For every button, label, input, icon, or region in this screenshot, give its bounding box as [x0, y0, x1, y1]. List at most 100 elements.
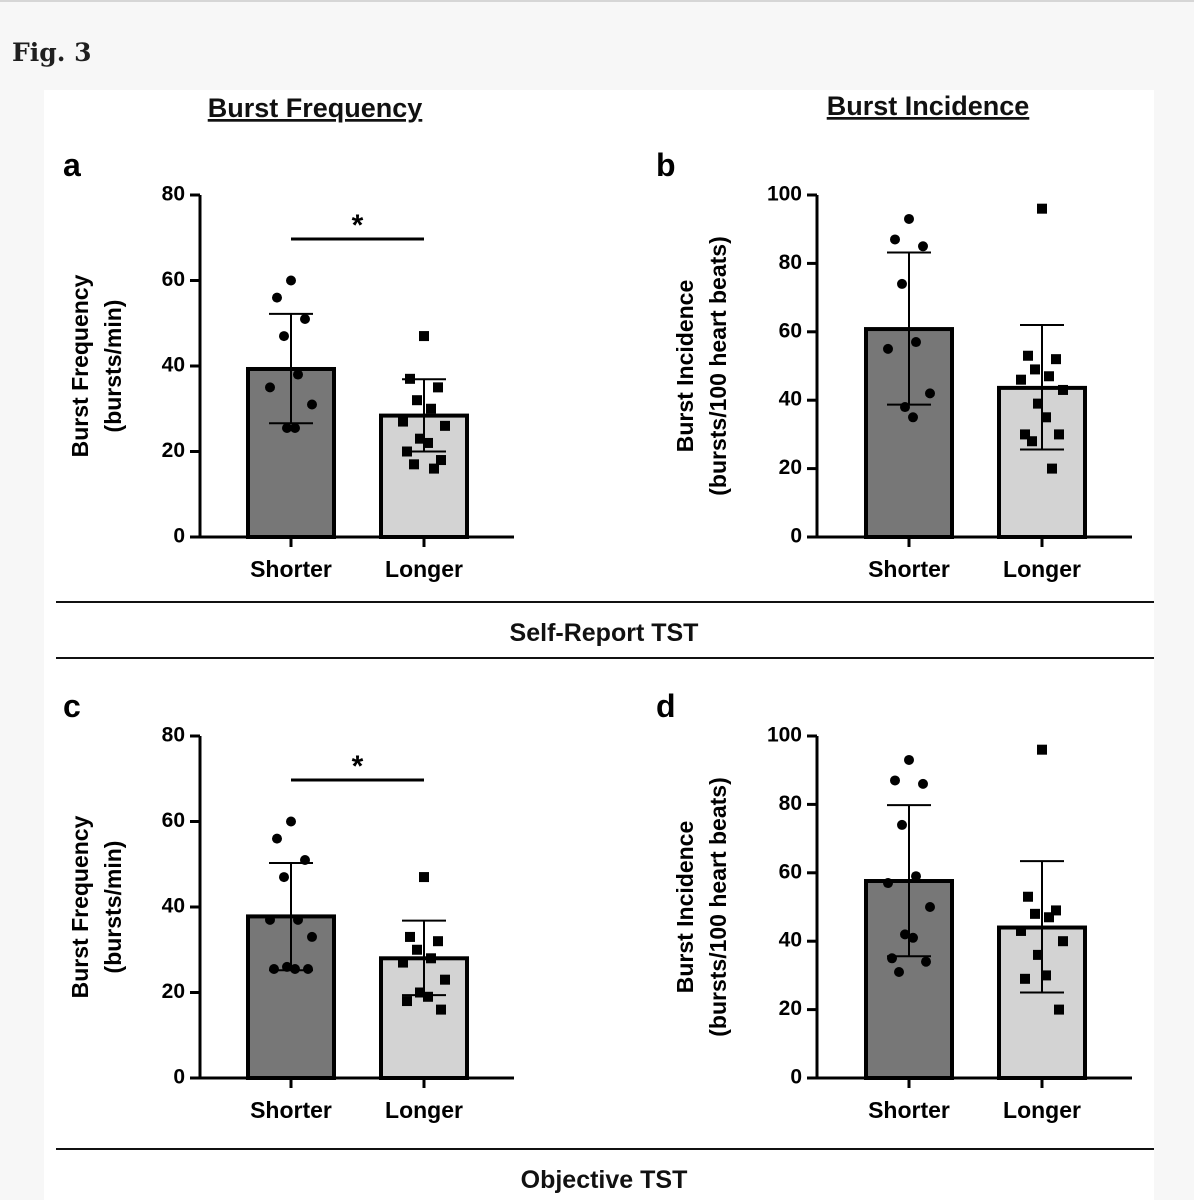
data-point-longer: [1058, 384, 1068, 395]
data-point-longer: [412, 395, 422, 406]
data-point-shorter: [279, 331, 289, 342]
panel-letter: a: [63, 147, 81, 183]
data-point-shorter: [307, 399, 317, 410]
data-point-longer: [440, 974, 450, 985]
data-point-longer: [433, 936, 443, 947]
y-tick-label: 0: [173, 1066, 185, 1089]
y-tick-label: 80: [779, 251, 802, 274]
top-rule: [0, 0, 1194, 2]
data-point-longer: [433, 382, 443, 393]
x-tick-label: Shorter: [868, 556, 950, 582]
data-point-longer: [1023, 350, 1033, 361]
chart-panel-a: a Burst Frequency (bursts/min) 0 20 40 60 80 Sho…: [63, 147, 514, 582]
column-title-incidence: Burst Incidence: [827, 91, 1030, 121]
data-point-shorter: [883, 343, 893, 354]
data-point-longer: [419, 872, 429, 883]
data-point-longer: [1027, 436, 1037, 447]
data-point-shorter: [890, 234, 900, 245]
data-point-longer: [1030, 908, 1040, 919]
data-point-longer: [436, 455, 446, 466]
y-tick-label: 80: [162, 724, 185, 747]
data-point-longer: [419, 331, 429, 342]
panel-letter: d: [656, 688, 676, 724]
data-point-longer: [426, 953, 436, 964]
chart-panel-c: c Burst Frequency (bursts/min) 0 20 40 60 80 Sho…: [63, 688, 514, 1123]
data-point-shorter: [307, 931, 317, 942]
data-point-shorter: [290, 963, 300, 974]
x-tick-label: Shorter: [250, 556, 332, 582]
figure-panel: Burst Frequency Burst Incidence Self-Rep…: [44, 90, 1154, 1200]
data-point-shorter: [887, 953, 897, 964]
figure-svg: Burst Frequency Burst Incidence Self-Rep…: [56, 91, 1154, 1194]
y-axis-label: Burst Frequency: [67, 274, 93, 457]
x-tick-label: Longer: [1003, 1097, 1081, 1123]
y-axis-label: (bursts/min): [100, 300, 126, 433]
column-title-frequency: Burst Frequency: [208, 93, 423, 123]
data-point-shorter: [279, 872, 289, 883]
data-point-shorter: [286, 275, 296, 286]
panel-letter: c: [63, 688, 81, 724]
y-tick-label: 40: [162, 354, 185, 377]
row-label-self-report: Self-Report TST: [510, 619, 699, 647]
y-tick-label: 0: [790, 1066, 802, 1089]
data-point-shorter: [921, 956, 931, 967]
bar-longer: [997, 925, 1087, 1081]
data-point-shorter: [265, 382, 275, 393]
data-point-longer: [1020, 429, 1030, 440]
data-point-longer: [398, 957, 408, 968]
data-point-shorter: [300, 313, 310, 324]
data-point-longer: [1037, 203, 1047, 214]
y-tick-label: 20: [162, 439, 185, 462]
data-point-longer: [429, 463, 439, 474]
data-point-longer: [426, 403, 436, 414]
y-tick-label: 40: [162, 895, 185, 918]
data-point-longer: [423, 991, 433, 1002]
data-point-longer: [405, 931, 415, 942]
figure-label: Fig. 3: [12, 38, 92, 67]
data-point-shorter: [918, 241, 928, 252]
data-point-shorter: [265, 914, 275, 925]
y-tick-label: 60: [162, 809, 185, 832]
data-point-longer: [398, 416, 408, 427]
data-point-shorter: [911, 337, 921, 348]
row-label-objective: Objective TST: [521, 1166, 688, 1194]
data-point-longer: [415, 987, 425, 998]
data-point-shorter: [918, 778, 928, 789]
x-tick-label: Shorter: [868, 1097, 950, 1123]
y-tick-label: 60: [162, 268, 185, 291]
data-point-longer: [1033, 398, 1043, 409]
data-point-shorter: [900, 929, 910, 940]
y-tick-label: 20: [779, 997, 802, 1020]
data-point-longer: [1016, 374, 1026, 385]
data-point-longer: [1044, 912, 1054, 923]
data-point-shorter: [908, 932, 918, 943]
data-point-shorter: [908, 412, 918, 423]
data-point-shorter: [269, 963, 279, 974]
x-tick-label: Longer: [1003, 556, 1081, 582]
data-point-shorter: [925, 902, 935, 912]
y-tick-label: 20: [779, 456, 802, 479]
y-tick-label: 60: [779, 319, 802, 342]
data-point-longer: [1044, 371, 1054, 382]
y-tick-label: 20: [162, 980, 185, 1003]
data-point-longer: [1051, 354, 1061, 365]
y-axis-label: (bursts/100 heart beats): [705, 777, 731, 1036]
data-point-shorter: [290, 422, 300, 433]
data-point-longer: [402, 996, 412, 1007]
data-point-shorter: [890, 775, 900, 786]
data-point-longer: [1047, 463, 1057, 474]
data-point-shorter: [293, 914, 303, 925]
data-point-longer: [440, 420, 450, 431]
data-point-shorter: [272, 833, 282, 844]
data-point-longer: [1030, 364, 1040, 375]
y-axis-label: Burst Incidence: [672, 821, 698, 994]
data-point-shorter: [904, 754, 914, 765]
y-axis-label: Burst Frequency: [67, 815, 93, 998]
data-point-longer: [1051, 905, 1061, 916]
chart-panel-b: b Burst Incidence (bursts/100 heart beats)…: [656, 147, 1132, 582]
data-point-shorter: [897, 819, 907, 830]
y-axis-label: (bursts/min): [100, 841, 126, 974]
y-tick-label: 40: [779, 929, 802, 952]
data-point-longer: [1054, 1004, 1064, 1015]
data-point-longer: [412, 944, 422, 955]
